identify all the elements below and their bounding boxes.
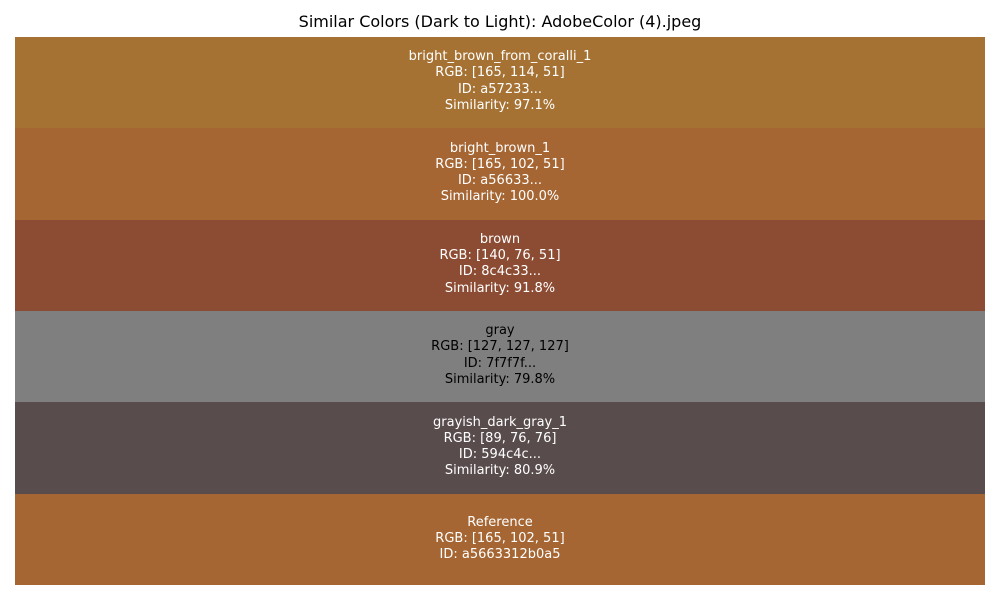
swatch-id: ID: 8c4c33... [458,264,542,280]
swatch-id: ID: 594c4c... [458,446,542,462]
swatch-similarity: Similarity: 79.8% [444,371,556,387]
swatch-similarity: Similarity: 80.9% [444,463,556,479]
swatch-id: ID: 7f7f7f... [463,355,537,371]
swatch-rgb: RGB: [140, 76, 51] [439,248,561,264]
swatch-name: gray [485,323,515,339]
swatch-name: Reference [467,515,533,531]
swatch-list: bright_brown_from_coralli_1 RGB: [165, 11… [15,37,985,585]
swatch-item: grayish_dark_gray_1 RGB: [89, 76, 76] ID: … [15,402,985,494]
swatch-item: bright_brown_1 RGB: [165, 102, 51] ID: a56… [15,128,985,220]
swatch-name: bright_brown_1 [449,140,551,156]
swatch-name: bright_brown_from_coralli_1 [408,49,592,65]
swatch-rgb: RGB: [165, 114, 51] [435,65,565,81]
swatch-rgb: RGB: [89, 76, 76] [443,430,557,446]
swatch-id: ID: a5663312b0a5 [439,547,561,563]
chart-title: Similar Colors (Dark to Light): AdobeCol… [298,12,702,31]
swatch-name: grayish_dark_gray_1 [433,414,567,430]
swatch-rgb: RGB: [127, 127, 127] [431,339,569,355]
swatch-name: brown [479,231,521,247]
swatch-rgb: RGB: [165, 102, 51] [435,156,565,172]
swatch-id: ID: a57233... [457,81,543,97]
swatch-rgb: RGB: [165, 102, 51] [435,531,565,547]
swatch-similarity: Similarity: 91.8% [444,280,556,296]
swatch-similarity: Similarity: 100.0% [440,189,560,205]
swatch-item: gray RGB: [127, 127, 127] ID: 7f7f7f... Sim… [15,311,985,403]
swatch-item: brown RGB: [140, 76, 51] ID: 8c4c33... Simi… [15,219,985,311]
swatch-id: ID: a56633... [457,172,543,188]
swatch-reference: Reference RGB: [165, 102, 51] ID: a5663312… [15,493,985,585]
swatch-item: bright_brown_from_coralli_1 RGB: [165, 11… [15,37,985,129]
swatch-similarity: Similarity: 97.1% [444,97,556,113]
